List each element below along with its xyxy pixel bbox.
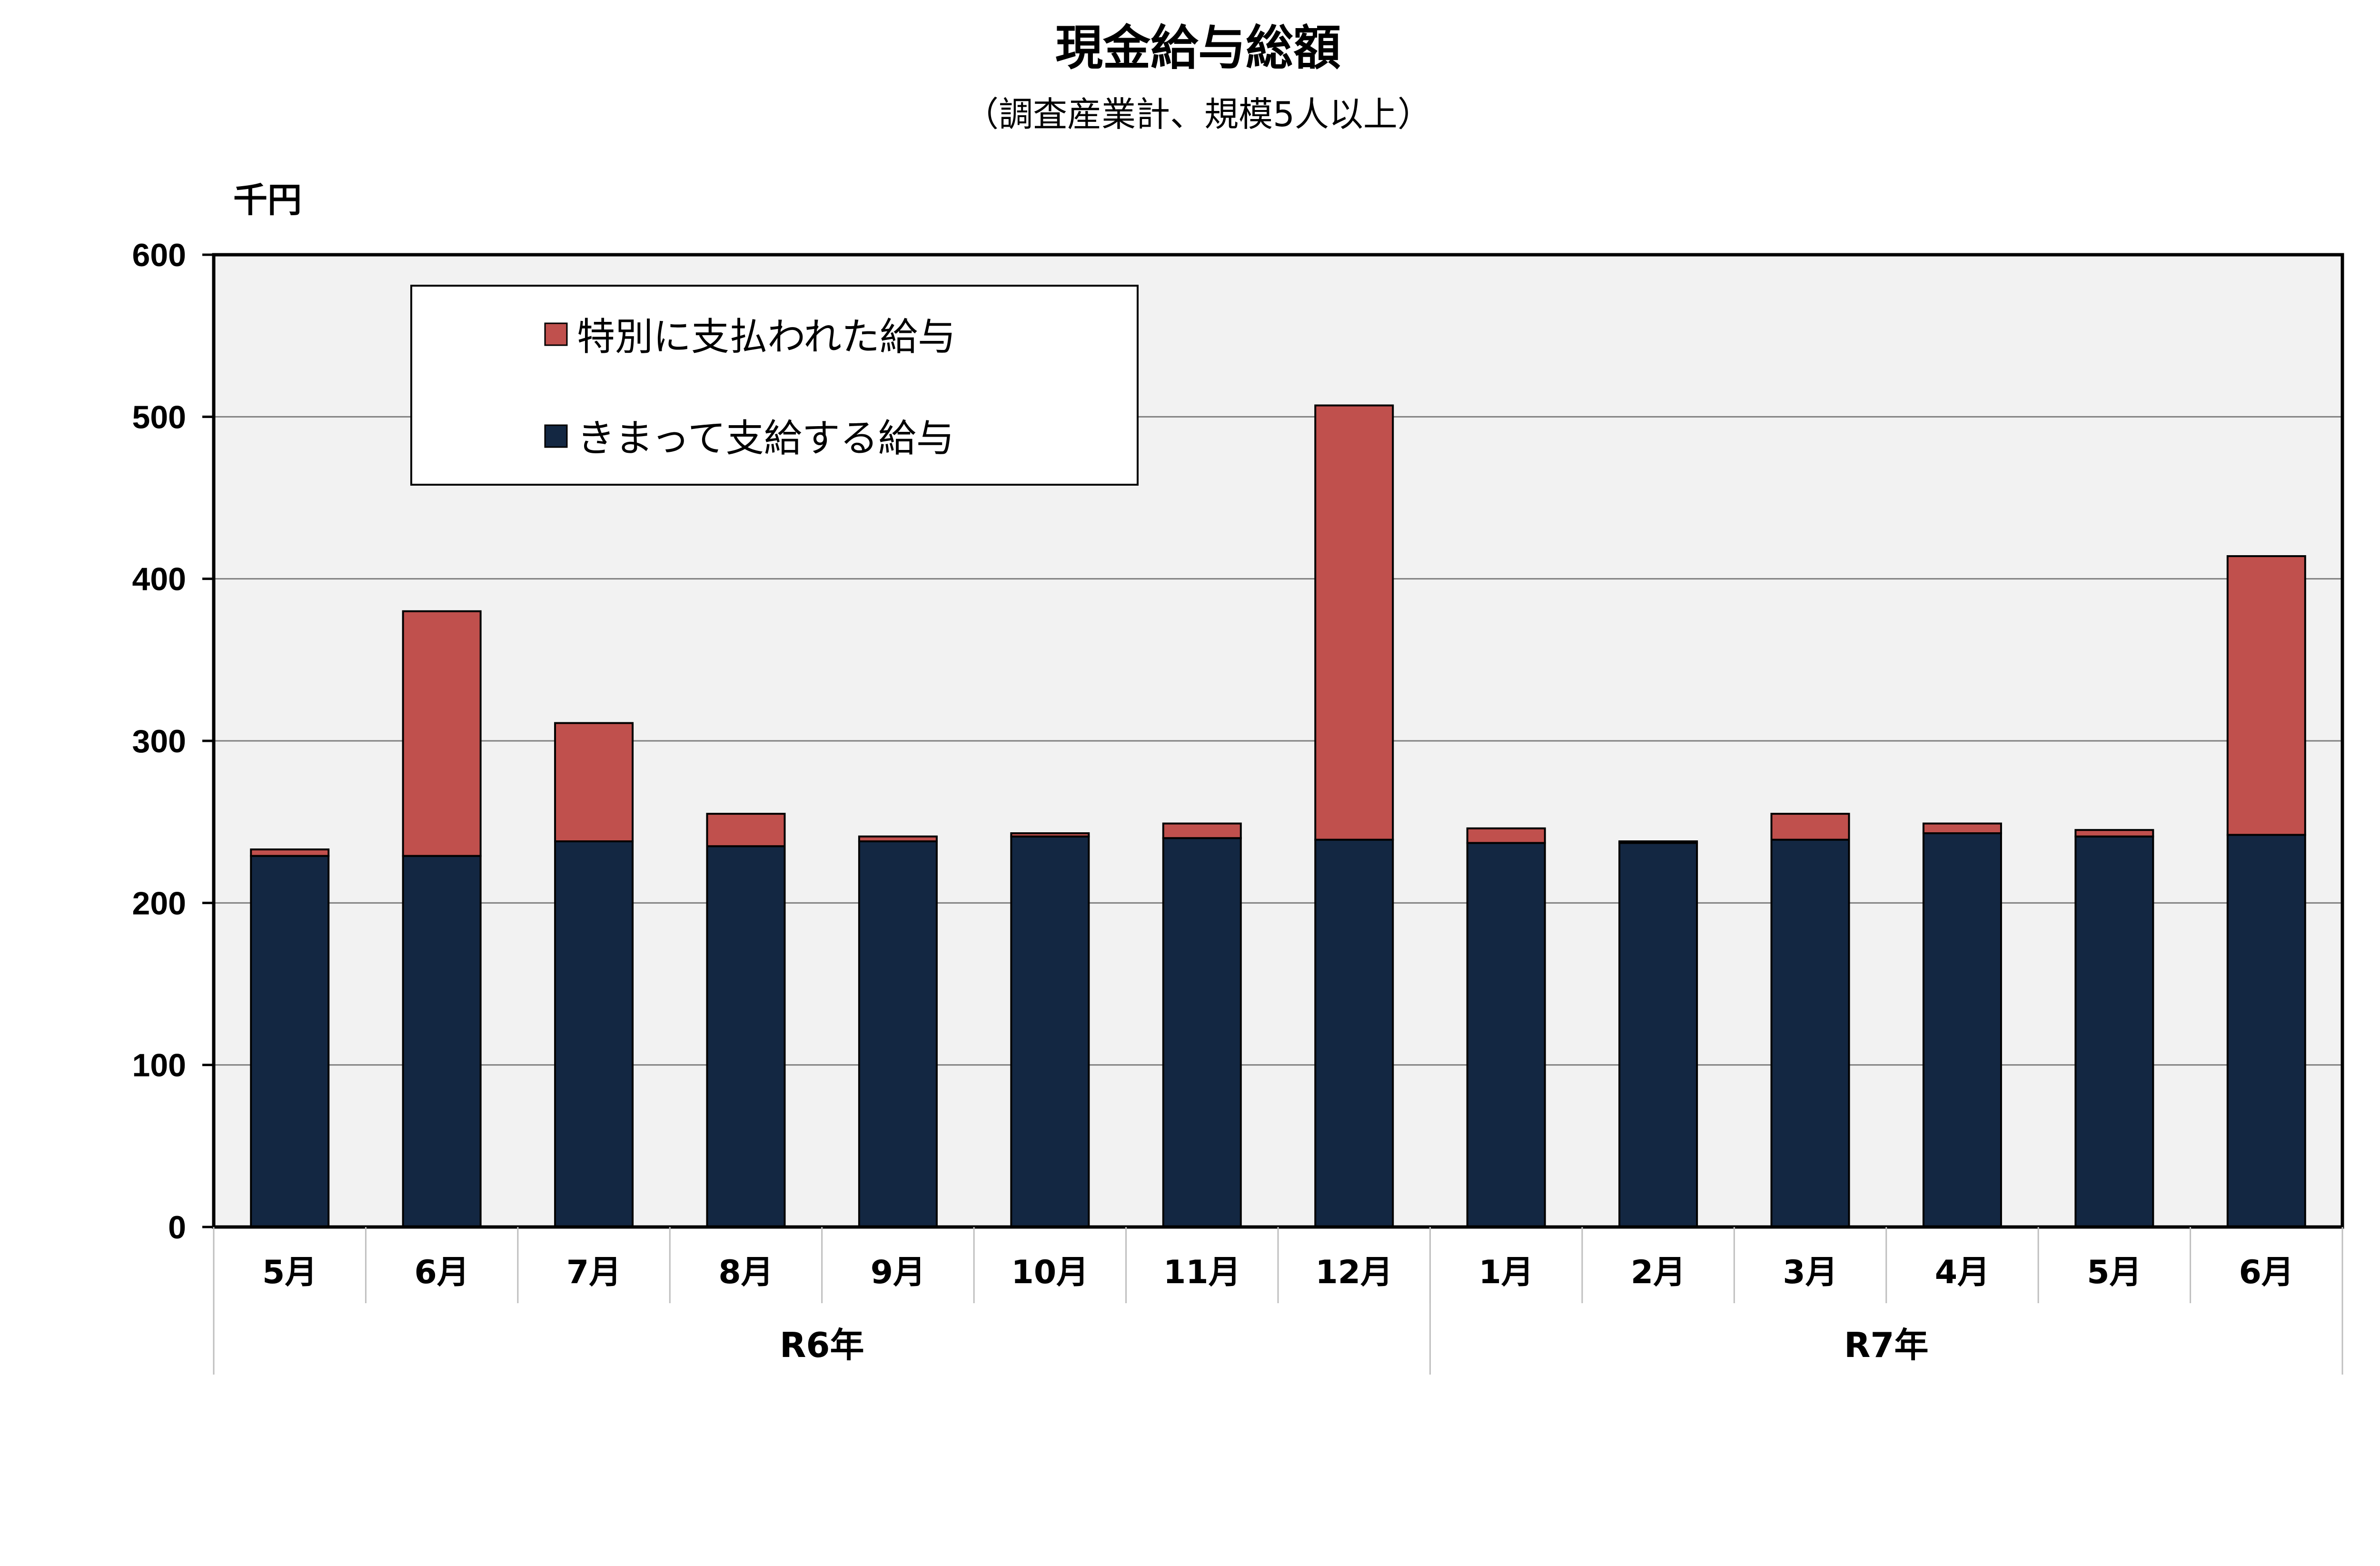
bar-special: [1314, 404, 1394, 841]
bar-special: [706, 813, 786, 848]
x-tick-label: 5月: [2087, 1254, 2142, 1291]
y-tick-label: 400: [132, 561, 186, 598]
bar-regular: [1770, 838, 1850, 1228]
legend-box: [410, 285, 1139, 486]
bar-regular: [1618, 842, 1698, 1228]
legend-label-special: 特別に支払われた給与: [577, 315, 956, 359]
legend-swatch-regular: [544, 424, 568, 448]
bar-regular: [2226, 834, 2306, 1228]
x-tick-label: 7月: [566, 1254, 621, 1291]
x-tick-label: 2月: [1631, 1254, 1686, 1291]
x-group-label: R7年: [1844, 1325, 1929, 1365]
y-axis-ticks: 0 100 200 300 400 500 600: [132, 237, 214, 1246]
x-tick-label: 10月: [1012, 1254, 1089, 1291]
y-tick-label: 500: [132, 399, 186, 435]
bar-special: [2074, 829, 2154, 838]
x-tick-label: 9月: [871, 1254, 925, 1291]
x-tick-label: 4月: [1935, 1254, 1990, 1291]
bar-special: [1466, 827, 1546, 844]
bar-regular: [1466, 842, 1546, 1228]
y-tick-label: 200: [132, 885, 186, 921]
x-tick-label: 8月: [718, 1254, 773, 1291]
x-group-label: R6年: [780, 1325, 864, 1365]
bar-special: [554, 722, 634, 843]
bar-special: [858, 835, 938, 843]
x-tick-label: 6月: [2239, 1254, 2294, 1291]
bar-regular: [2074, 835, 2154, 1228]
legend-label-regular: きまって支給する給与: [577, 416, 954, 460]
bar-regular: [554, 840, 634, 1228]
bar-regular: [1010, 835, 1090, 1228]
bar-special: [2226, 555, 2306, 836]
x-tick-label: 5月: [262, 1254, 317, 1291]
x-tick-label: 3月: [1783, 1254, 1837, 1291]
y-tick-label: 300: [132, 723, 186, 759]
bar-special: [402, 610, 482, 857]
x-tick-label: 12月: [1315, 1254, 1393, 1291]
bars: [250, 404, 2306, 1228]
y-tick-label: 0: [168, 1209, 186, 1246]
legend: 特別に支払われた給与 きまって支給する給与: [410, 285, 1139, 486]
bar-special: [1162, 822, 1242, 839]
bar-regular: [1922, 832, 2002, 1228]
bar-special: [250, 848, 330, 857]
bar-regular: [1314, 838, 1394, 1228]
bar-regular: [402, 855, 482, 1228]
y-axis-unit-label: 千円: [233, 180, 302, 220]
x-tick-label: 1月: [1478, 1254, 1533, 1291]
y-tick-label: 100: [132, 1047, 186, 1084]
x-tick-label: 6月: [414, 1254, 469, 1291]
chart-title: 現金給与総額: [1055, 20, 1341, 76]
x-tick-label: 11月: [1163, 1254, 1241, 1291]
bar-regular: [250, 855, 330, 1228]
legend-swatch-special: [544, 322, 568, 346]
y-tick-label: 600: [132, 237, 186, 273]
bar-special: [1770, 813, 1850, 841]
bar-special: [1922, 822, 2002, 834]
bar-special: [1010, 832, 1090, 838]
bar-regular: [858, 840, 938, 1228]
chart-subtitle: （調査産業計、規模5人以上）: [964, 94, 1432, 134]
bar-regular: [1162, 837, 1242, 1228]
bar-special: [1618, 840, 1698, 844]
x-axis: 5月 6月 7月 8月 9月 10月 11月 12月 1月 2月 3月 4月 5月 6月 R6年 R7年: [213, 1227, 2343, 1375]
bar-regular: [706, 845, 786, 1228]
